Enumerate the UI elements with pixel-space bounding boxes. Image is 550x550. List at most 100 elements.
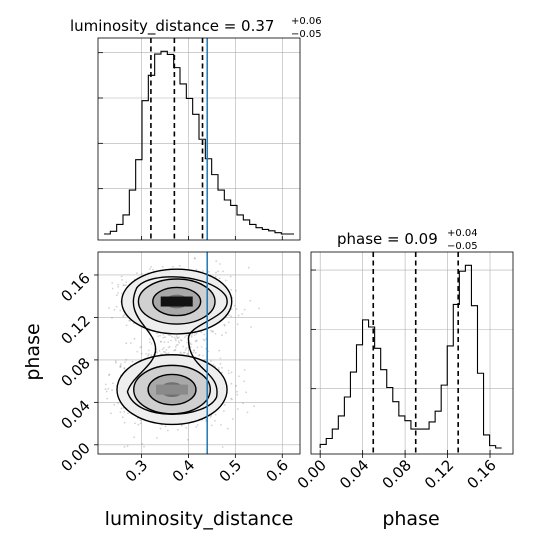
y-axis-label-phase: phase (22, 323, 44, 380)
scatter-point (123, 367, 126, 370)
scatter-point (230, 382, 233, 385)
contour-0-1 (137, 278, 216, 325)
scatter-point (183, 351, 186, 354)
scatter-point (182, 345, 185, 348)
scatter-point (202, 338, 205, 341)
scatter-point (149, 268, 151, 270)
scatter-point (193, 257, 196, 259)
scatter-point (176, 336, 179, 339)
scatter-point (162, 334, 165, 336)
phase-histogram (319, 252, 502, 454)
scatter-point (210, 414, 213, 417)
scatter-point (194, 352, 197, 354)
scatter-point (110, 412, 112, 415)
scatter-point (128, 319, 131, 322)
scatter-point (143, 445, 145, 448)
scatter-point (185, 347, 188, 349)
scatter-point (227, 369, 230, 372)
scatter-point (210, 424, 213, 427)
scatter-point (176, 344, 179, 346)
ld-title: luminosity_distance = 0.37 (70, 17, 274, 36)
scatter-point (147, 353, 150, 356)
scatter-point (195, 333, 198, 335)
scatter-point (106, 397, 109, 400)
scatter-point (226, 427, 229, 430)
scatter-point (237, 408, 239, 410)
scatter-point (242, 402, 244, 405)
outer-contour (126, 276, 228, 415)
x-tick-label-3: 0.6 (263, 456, 293, 486)
scatter-point (190, 343, 193, 346)
scatter-point (119, 365, 121, 368)
scatter-point (162, 336, 165, 339)
scatter-point (196, 424, 199, 426)
scatter-point (219, 263, 221, 265)
scatter-point (125, 358, 128, 361)
y-tick-label-1: 0.04 (57, 396, 93, 432)
scatter-point (111, 287, 114, 290)
scatter-point (209, 416, 212, 418)
histogram-step (319, 264, 502, 449)
scatter-point (186, 353, 189, 355)
scatter-point (184, 336, 186, 338)
scatter-point (231, 418, 234, 420)
scatter-point (115, 360, 117, 363)
scatter-point (133, 337, 136, 340)
scatter-point (121, 416, 124, 418)
scatter-point (223, 323, 226, 326)
scatter-point (238, 375, 240, 378)
scatter-point (123, 314, 126, 316)
scatter-point (185, 334, 188, 337)
scatter-point (192, 349, 195, 352)
scatter-point (210, 360, 212, 363)
phase-title: phase = 0.09 (337, 230, 438, 248)
scatter-point (229, 275, 232, 278)
scatter-point (164, 425, 167, 428)
scatter-point (217, 367, 220, 369)
scatter-point (133, 436, 136, 439)
scatter-point (111, 317, 113, 319)
scatter-point (164, 351, 167, 354)
scatter-point (221, 334, 223, 336)
scatter-point (172, 265, 174, 268)
scatter-point (174, 337, 177, 340)
scatter-point (241, 313, 244, 315)
scatter-point (192, 351, 195, 354)
scatter-point (157, 335, 159, 338)
scatter-point (195, 339, 198, 342)
scatter-point (243, 369, 246, 371)
scatter-point (245, 391, 248, 394)
phase-x-ticks: 0.00 0.04 0.08 0.12 0.16 (294, 454, 500, 492)
scatter-point (235, 308, 238, 310)
scatter-point (202, 270, 204, 272)
scatter-point (158, 349, 161, 352)
scatter-point (175, 335, 178, 337)
scatter-point (120, 275, 123, 278)
scatter-point (117, 292, 119, 294)
scatter-point (237, 314, 240, 317)
scatter-point (148, 349, 150, 352)
scatter-point (214, 332, 217, 335)
scatter-point (230, 371, 233, 374)
phase-histogram-panel: 0.00 0.04 0.08 0.12 0.16 phase = 0.09 +0.04 … (294, 228, 514, 530)
scatter-point (156, 351, 158, 354)
scatter-point (155, 350, 158, 353)
scatter-point (119, 411, 122, 413)
scatter-point (190, 334, 193, 337)
scatter-point (119, 309, 122, 312)
ld-histogram-frame (97, 37, 301, 241)
scatter-point (111, 389, 113, 392)
scatter-point (193, 349, 196, 352)
phase-x-tick-label-2: 0.08 (379, 456, 415, 492)
scatter-point (120, 407, 123, 410)
scatter-point (125, 342, 128, 345)
scatter-point (123, 421, 126, 424)
scatter-point (212, 363, 215, 366)
scatter-point (122, 315, 125, 318)
ld-histogram-panel: luminosity_distance = 0.37 +0.06 −0.05 (70, 16, 322, 241)
scatter-point (174, 349, 177, 352)
scatter-point (184, 349, 187, 351)
density-core-1 (156, 384, 189, 395)
scatter-point (167, 341, 170, 344)
